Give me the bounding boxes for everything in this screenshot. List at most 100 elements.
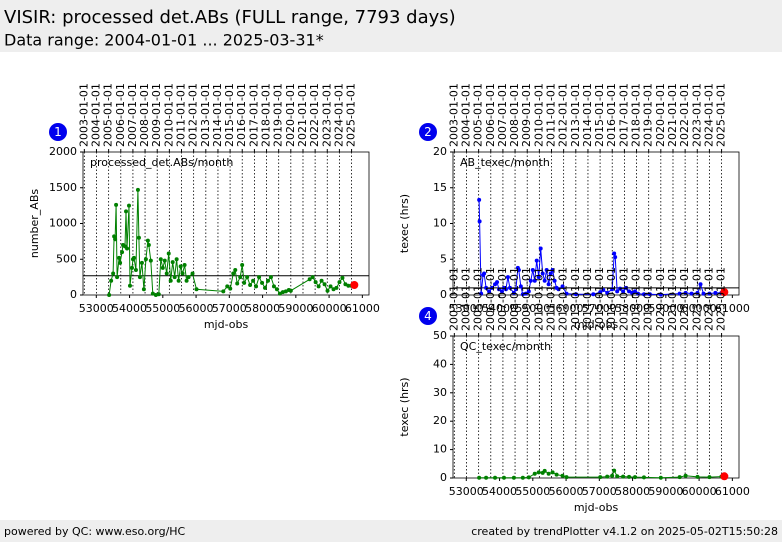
data-point	[114, 202, 119, 207]
data-point	[135, 187, 140, 192]
data-point	[111, 271, 116, 276]
data-point	[248, 282, 253, 287]
data-point	[605, 474, 610, 479]
data-point	[113, 237, 118, 242]
data-point	[168, 278, 173, 283]
data-point	[235, 281, 240, 286]
data-point	[532, 278, 537, 283]
data-point	[536, 470, 541, 475]
data-point	[621, 289, 626, 294]
data-point	[238, 275, 243, 280]
data-point	[610, 287, 615, 292]
top-tick-label: 2019-01-01	[272, 83, 285, 147]
data-point	[150, 291, 155, 296]
data-point	[316, 284, 321, 289]
top-tick-label: 2022-01-01	[308, 83, 321, 147]
x-tick-label: 57000	[212, 302, 247, 315]
x-tick-label: 61000	[715, 485, 750, 498]
top-tick-label: 2011-01-01	[545, 83, 558, 147]
data-point	[564, 475, 569, 480]
data-point	[225, 284, 230, 289]
plot-label: QC_texec/month	[460, 340, 551, 353]
y-tick-label: 2000	[49, 145, 77, 158]
top-tick-label: 2020-01-01	[654, 83, 667, 147]
y-tick-label: 0	[70, 288, 77, 301]
data-point	[677, 475, 682, 480]
data-point	[546, 471, 551, 476]
top-tick-label: 2005-01-01	[102, 83, 115, 147]
data-point	[615, 474, 620, 479]
top-tick-label: 2013-01-01	[569, 83, 582, 147]
top-tick-label: 2022-01-01	[678, 267, 691, 331]
data-point	[266, 278, 271, 283]
data-point	[143, 257, 148, 262]
data-point	[534, 258, 539, 263]
data-point	[560, 473, 565, 478]
top-tick-label: 2016-01-01	[605, 267, 618, 331]
data-point	[505, 275, 510, 280]
data-point	[340, 275, 345, 280]
data-point	[115, 275, 120, 280]
data-point	[137, 275, 142, 280]
top-tick-label: 2007-01-01	[496, 267, 509, 331]
data-point	[493, 475, 498, 480]
data-point	[221, 289, 226, 294]
top-tick-label: 2005-01-01	[472, 83, 485, 147]
data-point	[139, 260, 144, 265]
data-point	[499, 289, 504, 294]
data-point	[331, 287, 336, 292]
top-tick-label: 2012-01-01	[557, 267, 570, 331]
data-point	[487, 289, 492, 294]
data-point	[707, 291, 712, 296]
x-tick-label: 60000	[682, 302, 717, 315]
top-tick-label: 2010-01-01	[532, 267, 545, 331]
data-point	[319, 278, 324, 283]
data-point	[156, 292, 161, 297]
top-tick-label: 2023-01-01	[690, 83, 703, 147]
data-point	[477, 219, 482, 224]
data-point	[170, 260, 175, 265]
data-point	[313, 280, 318, 285]
top-tick-label: 2014-01-01	[211, 83, 224, 147]
top-tick-label: 2025-01-01	[345, 83, 358, 147]
top-tick-label: 2018-01-01	[260, 83, 273, 147]
top-tick-label: 2009-01-01	[520, 267, 533, 331]
top-tick-label: 2009-01-01	[150, 83, 163, 147]
data-point	[556, 287, 561, 292]
data-point	[610, 473, 615, 478]
data-point	[337, 280, 342, 285]
data-point	[271, 284, 276, 289]
page-subtitle: Data range: 2004-01-01 ... 2025-03-31*	[4, 31, 324, 50]
data-point	[141, 287, 146, 292]
top-tick-label: 2004-01-01	[459, 83, 472, 147]
data-point	[125, 246, 130, 251]
data-point	[627, 289, 632, 294]
top-tick-label: 2022-01-01	[678, 83, 691, 147]
y-tick-label: 500	[56, 252, 77, 265]
data-point	[677, 291, 682, 296]
x-tick-label: 55000	[515, 485, 550, 498]
data-point	[574, 292, 579, 297]
plot-frame	[82, 151, 370, 296]
data-point	[633, 475, 638, 480]
x-tick-label: 56000	[179, 302, 214, 315]
top-tick-label: 2008-01-01	[508, 267, 521, 331]
footer-band	[0, 520, 782, 542]
y-tick-label: 15	[433, 181, 447, 194]
top-tick-label: 2007-01-01	[126, 83, 139, 147]
data-point	[658, 475, 663, 480]
top-tick-label: 2017-01-01	[247, 83, 260, 147]
top-tick-label: 2021-01-01	[666, 83, 679, 147]
data-point	[172, 275, 177, 280]
data-point	[516, 267, 521, 272]
data-point	[544, 267, 549, 272]
data-point	[242, 280, 247, 285]
latest-point	[720, 288, 729, 297]
top-tick-label: 2013-01-01	[199, 83, 212, 147]
data-point	[698, 282, 703, 287]
y-tick-label: 0	[440, 288, 447, 301]
top-tick-label: 2021-01-01	[296, 83, 309, 147]
data-point	[160, 265, 165, 270]
top-tick-label: 2015-01-01	[223, 83, 236, 147]
